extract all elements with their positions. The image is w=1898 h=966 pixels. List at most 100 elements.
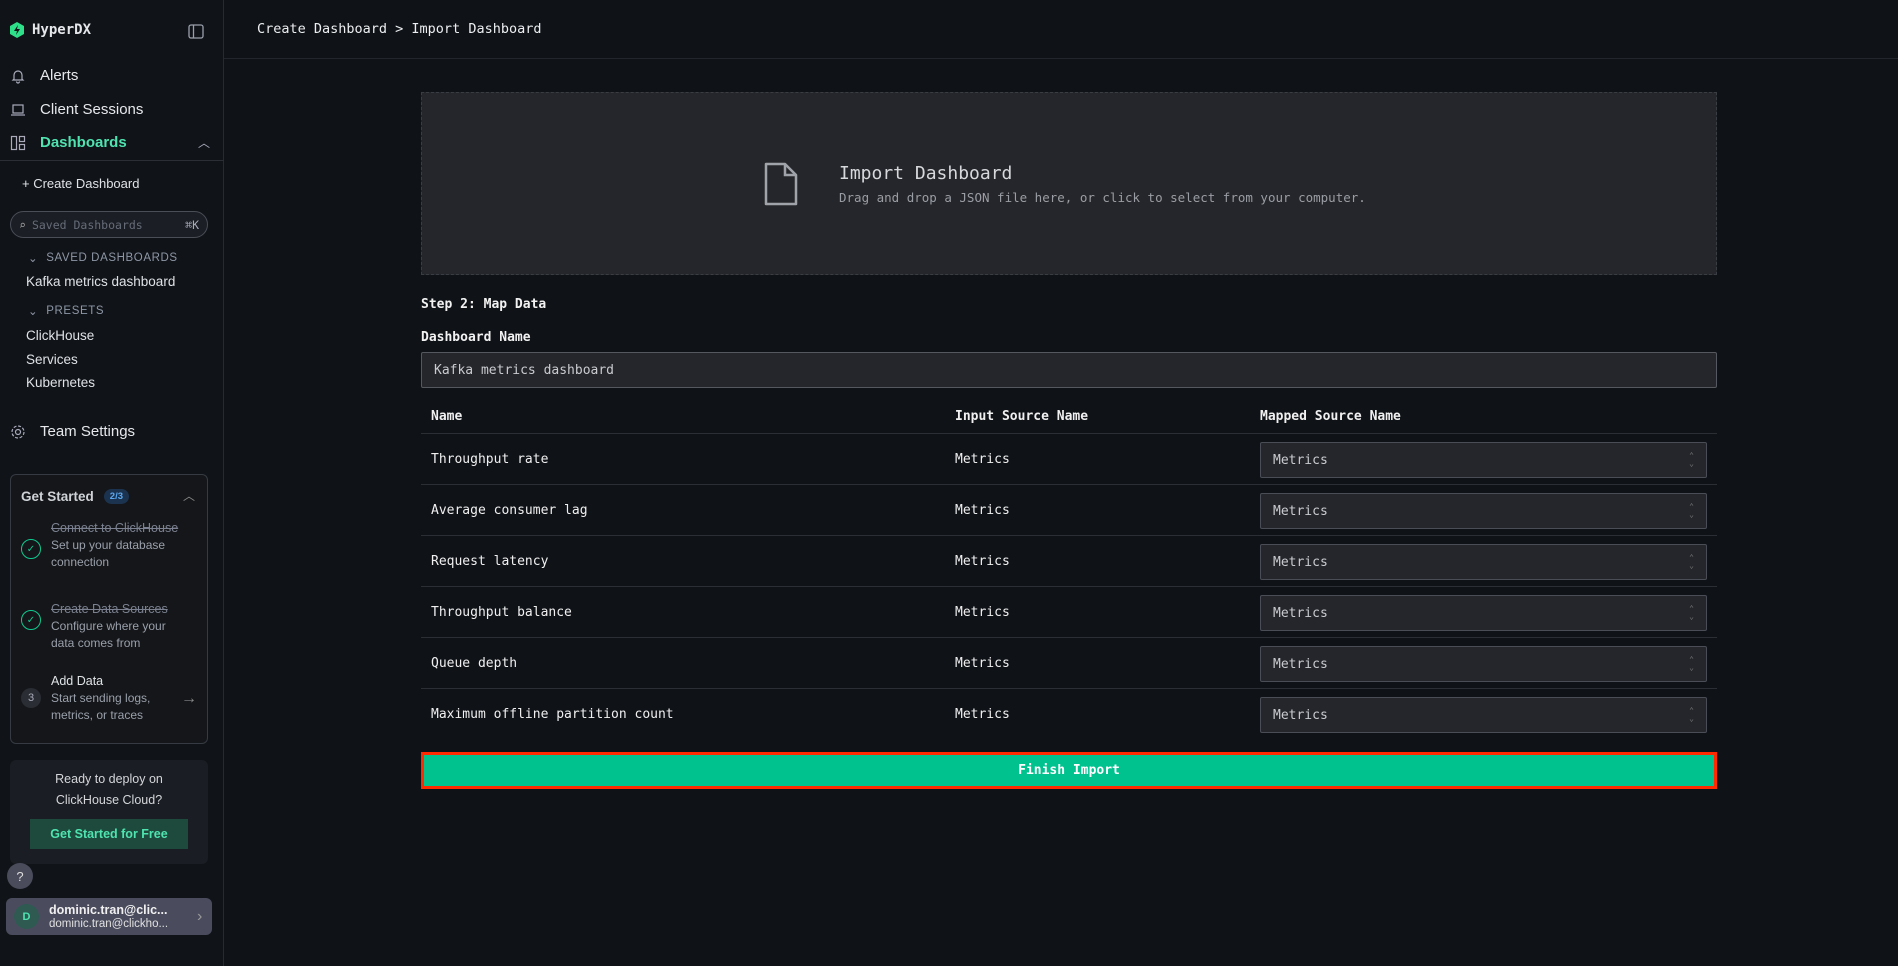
row-divider [421, 484, 1717, 485]
mapped-source-select[interactable]: Metrics ⌃ ⌄ [1260, 442, 1707, 478]
dropzone-title: Import Dashboard [839, 163, 1013, 184]
nav-client-sessions[interactable]: Client Sessions [10, 101, 143, 118]
presets-header[interactable]: ⌄ PRESETS [28, 304, 104, 318]
row-input-source: Metrics [955, 452, 1010, 467]
step-data-sources[interactable]: ✓ Create Data Sources Configure where you… [21, 600, 191, 652]
preset-item[interactable]: Services [26, 352, 78, 367]
search-icon: ⌕ [19, 217, 26, 232]
mapped-source-select[interactable]: Metrics ⌃ ⌄ [1260, 697, 1707, 733]
user-name: dominic.tran@clic... [49, 902, 168, 917]
progress-badge: 2/3 [103, 489, 129, 504]
dropzone-subtitle: Drag and drop a JSON file here, or click… [839, 190, 1366, 205]
chevron-down-icon: ⌄ [28, 306, 39, 318]
get-started-panel: Get Started 2/3 ︿ ✓ Connect to ClickHous… [10, 474, 208, 744]
select-value: Metrics [1273, 707, 1328, 723]
select-value: Metrics [1273, 605, 1328, 621]
check-circle-icon: ✓ [21, 610, 41, 630]
mapped-source-select[interactable]: Metrics ⌃ ⌄ [1260, 646, 1707, 682]
search-placeholder: Saved Dashboards [31, 217, 143, 232]
row-input-source: Metrics [955, 605, 1010, 620]
chevron-updown-icon: ⌃ ⌄ [1689, 706, 1694, 723]
chevron-updown-icon: ⌃ ⌄ [1689, 655, 1694, 672]
gear-icon [11, 424, 25, 439]
hyperdx-logo-icon [10, 22, 24, 38]
get-started-title: Get Started [21, 489, 94, 504]
chevron-right-icon: › [197, 907, 203, 925]
laptop-icon [11, 103, 25, 116]
bell-icon [11, 69, 25, 84]
dashboard-name-input[interactable] [421, 352, 1717, 388]
row-divider [421, 433, 1717, 434]
nav-dashboards[interactable]: Dashboards ︿ [10, 134, 210, 151]
finish-import-button[interactable]: Finish Import [421, 752, 1717, 789]
row-input-source: Metrics [955, 656, 1010, 671]
nav-label: Team Settings [40, 423, 136, 440]
row-name: Average consumer lag [431, 503, 588, 518]
dashboard-icon [10, 135, 26, 150]
shortcut-badge: ⌘K [185, 217, 199, 232]
mapped-source-select[interactable]: Metrics ⌃ ⌄ [1260, 493, 1707, 529]
row-name: Queue depth [431, 656, 518, 671]
nav-label: Alerts [40, 67, 79, 84]
breadcrumb[interactable]: Create Dashboard > Import Dashboard [257, 21, 542, 37]
logo[interactable]: HyperDX [10, 22, 91, 38]
saved-dashboard-item[interactable]: Kafka metrics dashboard [26, 274, 176, 289]
chevron-updown-icon: ⌃ ⌄ [1689, 502, 1694, 519]
column-header-input-source: Input Source Name [955, 409, 1089, 424]
row-name: Throughput balance [431, 605, 572, 620]
row-name: Throughput rate [431, 452, 549, 467]
dashboard-name-label: Dashboard Name [421, 330, 531, 345]
nav-label: Client Sessions [40, 101, 144, 118]
header: Create Dashboard > Import Dashboard [224, 0, 1898, 59]
sidebar-toggle-icon[interactable] [188, 24, 204, 39]
user-email: dominic.tran@clickho... [49, 917, 169, 930]
step-title: Add Data [51, 674, 104, 688]
check-circle-icon: ✓ [21, 539, 41, 559]
row-divider [421, 637, 1717, 638]
user-menu[interactable]: D dominic.tran@clic... dominic.tran@clic… [6, 898, 212, 935]
chevron-down-icon: ⌄ [28, 253, 39, 265]
plus-icon: + [22, 176, 34, 191]
mapped-source-select[interactable]: Metrics ⌃ ⌄ [1260, 544, 1707, 580]
select-value: Metrics [1273, 656, 1328, 672]
row-name: Request latency [431, 554, 549, 569]
chevron-up-icon[interactable]: ︿ [197, 136, 210, 150]
chevron-updown-icon: ⌃ ⌄ [1689, 451, 1694, 468]
step-title: Create Data Sources [51, 602, 168, 616]
step-number: 3 [21, 688, 41, 708]
avatar: D [14, 904, 39, 929]
deploy-card: Ready to deploy on ClickHouse Cloud? Get… [10, 760, 208, 864]
get-started-free-button[interactable]: Get Started for Free [30, 819, 188, 849]
mapped-source-select[interactable]: Metrics ⌃ ⌄ [1260, 595, 1707, 631]
row-input-source: Metrics [955, 554, 1010, 569]
step-connect[interactable]: ✓ Connect to ClickHouse Set up your datab… [21, 519, 191, 571]
nav-team-settings[interactable]: Team Settings [10, 423, 135, 440]
row-input-source: Metrics [955, 503, 1010, 518]
dropzone[interactable]: Import Dashboard Drag and drop a JSON fi… [421, 92, 1717, 275]
section-label: PRESETS [46, 305, 105, 317]
deploy-text: Ready to deploy on ClickHouse Cloud? [55, 772, 163, 807]
nav-alerts[interactable]: Alerts [10, 67, 78, 84]
file-icon [764, 162, 798, 206]
section-label: SAVED DASHBOARDS [46, 252, 178, 264]
step-add-data[interactable]: 3 Add Data Start sending logs, metrics, o… [21, 672, 197, 724]
step-title: Connect to ClickHouse [51, 521, 179, 535]
row-input-source: Metrics [955, 707, 1010, 722]
row-divider [421, 688, 1717, 689]
preset-item[interactable]: ClickHouse [26, 328, 95, 343]
sidebar: HyperDX Alerts Client Sessions Dashboard… [0, 0, 224, 966]
step-desc: Set up your database connection [51, 538, 166, 569]
select-value: Metrics [1273, 452, 1328, 468]
arrow-right-icon: → [181, 690, 197, 707]
saved-dashboards-header[interactable]: ⌄ SAVED DASHBOARDS [28, 251, 178, 265]
chevron-up-icon[interactable]: ︿ [182, 489, 195, 503]
create-dashboard-link[interactable]: + Create Dashboard [22, 176, 139, 191]
chevron-updown-icon: ⌃ ⌄ [1689, 604, 1694, 621]
app-name: HyperDX [32, 22, 92, 38]
column-header-name: Name [431, 409, 463, 424]
help-button[interactable]: ? [7, 863, 33, 889]
preset-item[interactable]: Kubernetes [26, 375, 96, 390]
saved-dashboards-search[interactable]: ⌕ Saved Dashboards ⌘K [10, 211, 208, 238]
create-dashboard-label: Create Dashboard [33, 176, 140, 191]
nav-label: Dashboards [40, 134, 127, 151]
